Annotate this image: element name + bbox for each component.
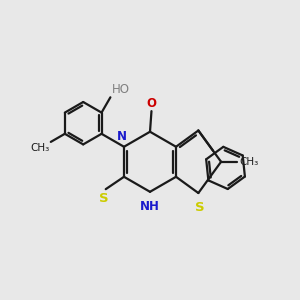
Text: S: S — [100, 191, 109, 205]
Text: CH₃: CH₃ — [240, 157, 259, 167]
Text: NH: NH — [140, 200, 160, 213]
Text: O: O — [146, 97, 157, 110]
Text: N: N — [117, 130, 127, 143]
Text: HO: HO — [112, 83, 130, 96]
Text: S: S — [195, 201, 205, 214]
Text: CH₃: CH₃ — [30, 143, 49, 153]
